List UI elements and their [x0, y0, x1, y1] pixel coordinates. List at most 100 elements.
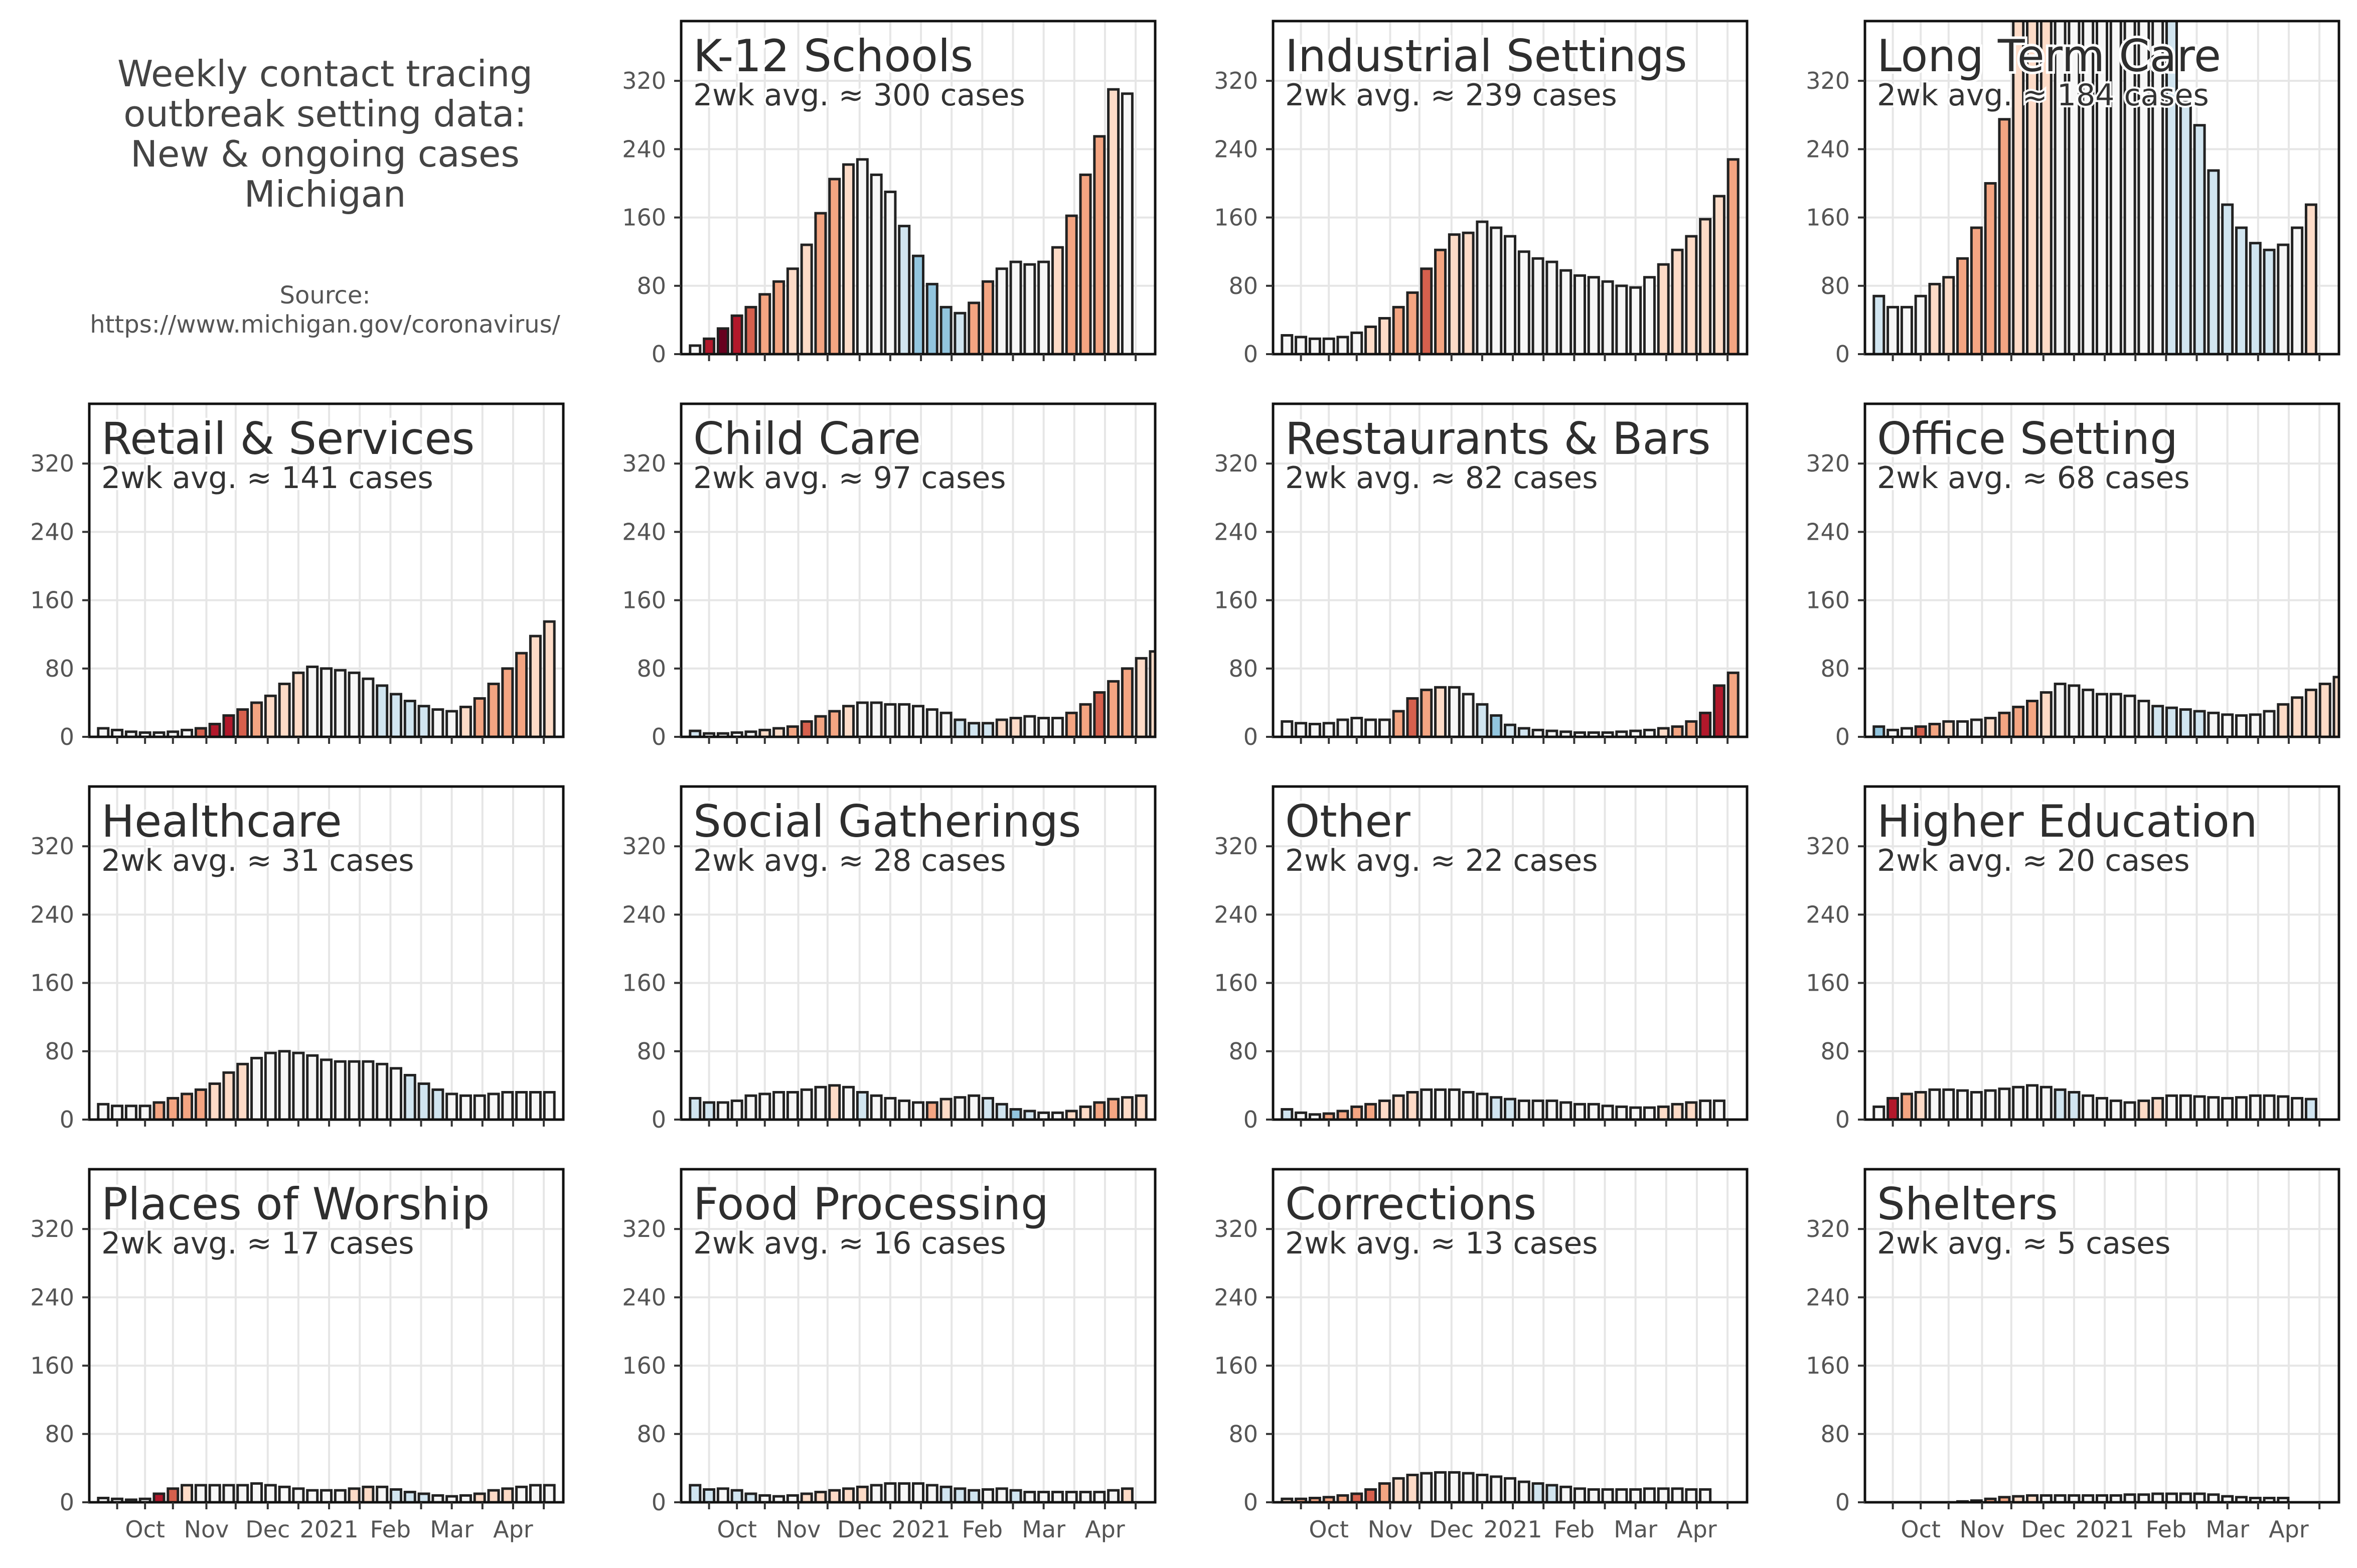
bar	[543, 1091, 556, 1120]
bar	[1281, 1108, 1294, 1120]
bars	[689, 650, 1155, 737]
bar	[181, 728, 194, 737]
bar	[1434, 686, 1447, 737]
bar	[1281, 334, 1294, 354]
bar	[954, 1096, 967, 1120]
bar	[1037, 260, 1050, 354]
panel-title: Restaurants & Bars	[1285, 413, 1711, 464]
x-tick-label: Dec	[245, 1516, 290, 1543]
bar	[152, 1101, 166, 1120]
bar	[856, 1485, 869, 1502]
y-tick-label: 0	[1835, 341, 1850, 368]
bar	[1587, 731, 1600, 737]
bar	[884, 703, 897, 737]
x-tick-label: Nov	[1960, 1516, 2005, 1543]
bar	[320, 667, 333, 737]
bar	[473, 697, 486, 737]
bar	[2068, 1091, 2081, 1120]
bar	[828, 1084, 841, 1120]
bar	[2068, 684, 2081, 737]
bar	[2235, 1096, 2248, 1120]
bar	[2249, 242, 2262, 354]
bar	[292, 671, 305, 737]
bars	[689, 1482, 1134, 1502]
bar	[362, 1485, 375, 1502]
bar	[814, 212, 827, 354]
bar	[1872, 725, 1885, 737]
x-axis: Oct Nov Dec 2021 Feb Mar Apr	[116, 1502, 545, 1543]
bar	[1699, 711, 1712, 737]
bar	[2332, 676, 2339, 737]
bars	[1281, 1088, 1725, 1120]
bar	[2221, 1096, 2234, 1120]
bar	[689, 344, 702, 354]
panel-subtitle: 2wk avg. ≈ 20 cases	[1877, 843, 2190, 878]
panel-subtitle: 2wk avg. ≈ 16 cases	[693, 1226, 1006, 1261]
bar	[1336, 1110, 1349, 1120]
x-axis	[1892, 1120, 2321, 1127]
bars	[689, 88, 1134, 354]
bar	[1615, 1105, 1628, 1120]
bar	[995, 718, 1008, 737]
y-tick-label: 80	[45, 1038, 74, 1065]
bar	[1671, 1487, 1684, 1502]
bar	[222, 714, 235, 737]
x-axis	[708, 354, 1137, 361]
bar	[1336, 336, 1349, 354]
bar	[1629, 286, 1642, 354]
bar	[911, 705, 925, 737]
gridlines	[89, 404, 563, 738]
bar	[417, 705, 430, 737]
figure-title-line: outbreak setting data:	[123, 93, 527, 135]
gridlines	[1273, 1169, 1747, 1503]
bar	[1462, 1091, 1475, 1120]
bar	[870, 1484, 883, 1502]
bar	[800, 243, 813, 354]
bar	[2054, 1088, 2067, 1120]
bar	[1350, 1105, 1363, 1120]
y-tick-label: 240	[1806, 135, 1850, 163]
bar	[1970, 1091, 1983, 1120]
bar	[1587, 276, 1600, 354]
bar	[1490, 226, 1503, 354]
bar	[529, 635, 542, 737]
bar	[1517, 1480, 1530, 1502]
y-axis: 0 80 160 240 320	[1806, 67, 1865, 368]
x-tick-label: Feb	[2146, 1516, 2186, 1543]
y-tick-label: 240	[30, 518, 74, 545]
y-tick-label: 320	[622, 833, 666, 860]
x-axis	[708, 1120, 1137, 1127]
bar	[1107, 680, 1120, 737]
bar	[1023, 1110, 1036, 1120]
bar	[995, 1487, 1008, 1502]
x-tick-label: 2021	[892, 1516, 951, 1543]
gridlines	[89, 1169, 563, 1503]
x-axis	[1300, 737, 1729, 744]
bar	[1573, 274, 1586, 354]
panel-title: Office Setting	[1877, 413, 2178, 464]
bar	[2291, 1096, 2304, 1120]
y-tick-label: 320	[1806, 450, 1850, 477]
bar	[334, 669, 347, 737]
bar	[856, 158, 869, 354]
y-tick-label: 160	[30, 587, 74, 614]
bar	[898, 225, 911, 354]
bar	[842, 705, 855, 737]
bar	[1984, 182, 1997, 354]
bar	[306, 665, 319, 737]
y-tick-label: 80	[1228, 1038, 1258, 1065]
y-tick-label: 0	[1835, 1106, 1850, 1133]
x-tick-label: Nov	[776, 1516, 821, 1543]
y-tick-label: 240	[30, 901, 74, 928]
panel-title: Healthcare	[101, 796, 342, 847]
y-tick-label: 80	[45, 1421, 74, 1448]
bar	[431, 1088, 444, 1120]
y-axis: 0 80 160 240 320	[30, 1215, 89, 1516]
y-tick-label: 160	[622, 587, 666, 614]
bar	[2304, 203, 2317, 354]
bar	[1065, 1491, 1078, 1502]
y-tick-label: 80	[1820, 1038, 1850, 1065]
x-axis	[1892, 354, 2321, 361]
